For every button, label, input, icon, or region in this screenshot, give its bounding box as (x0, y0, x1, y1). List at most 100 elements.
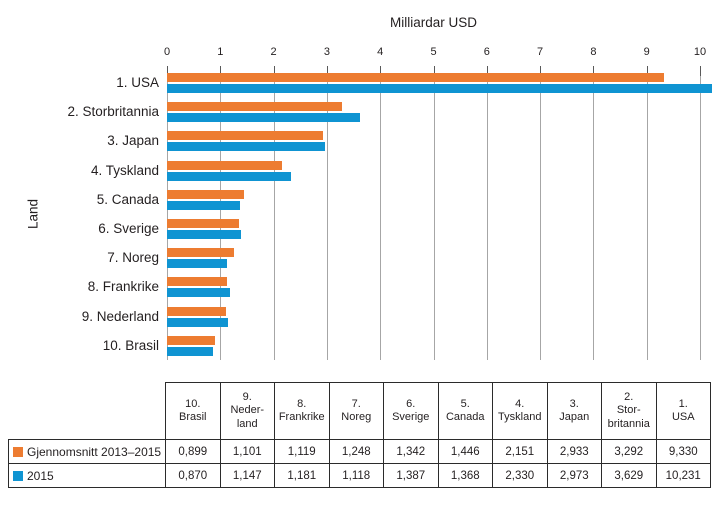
bar-2015 (167, 317, 229, 327)
table-header-cell: 6. Sverige (383, 382, 439, 440)
tick-mark (380, 66, 382, 76)
table-header-cell: 10. Brasil (165, 382, 221, 440)
category-label: 3. Japan (107, 133, 159, 149)
table-value-cell: 1,118 (328, 463, 384, 488)
tick-mark (326, 66, 328, 76)
gridline (540, 66, 542, 360)
legend-swatch (13, 470, 23, 481)
tick-mark (540, 66, 542, 76)
table-value-cell: 2,973 (546, 463, 602, 488)
chart-title: Milliardar USD (389, 15, 477, 30)
table-value-cell: 2,933 (546, 439, 602, 464)
bar-gjennomsnitt-2013-2015 (167, 219, 239, 228)
x-tick-label: 2 (270, 46, 277, 58)
tick-mark (273, 66, 275, 76)
x-tick-label: 7 (537, 46, 544, 58)
table-value-cell: 1,342 (383, 439, 439, 464)
table-header-cell: 2. Stor- britannia (601, 382, 657, 440)
table-value-cell: 0,870 (165, 463, 221, 488)
bar-gjennomsnitt-2013-2015 (167, 189, 245, 199)
x-tick-label: 1 (217, 46, 224, 58)
x-tick-label: 9 (643, 46, 650, 58)
category-label: 7. Noreg (107, 250, 159, 266)
gridline (646, 66, 648, 360)
series-label-cell: 2015 (8, 463, 166, 488)
gridline (486, 66, 488, 360)
table-value-cell: 3,629 (601, 463, 657, 488)
x-tick-label: 6 (483, 46, 490, 58)
table-value-cell: 1,368 (437, 463, 493, 488)
bar-gjennomsnitt-2013-2015 (167, 306, 226, 316)
table-header-cell: 9. Neder- land (219, 382, 275, 440)
table-value-cell: 2,151 (492, 439, 548, 464)
table-value-cell: 3,292 (601, 439, 657, 464)
table-value-cell: 1,181 (274, 463, 330, 488)
tick-mark (220, 66, 222, 76)
table-header-cell: 4. Tyskland (492, 382, 548, 440)
gridline (433, 66, 435, 360)
gridline (700, 66, 701, 360)
bar-2015 (167, 84, 713, 93)
table-value-cell: 10,231 (655, 463, 711, 488)
x-tick-label: 4 (377, 46, 384, 58)
gridline (593, 66, 595, 360)
table-row: Gjennomsnitt 2013–2015 0,899 1,101 1,119 1,2… (8, 439, 711, 464)
table-row: 2015 0,870 1,147 1,181 1,118 1,387 1,368 2,330 2… (8, 463, 711, 488)
table-header-cell: 7. Noreg (328, 382, 384, 440)
bar-gjennomsnitt-2013-2015 (167, 131, 324, 141)
bar-gjennomsnitt-2013-2015 (167, 335, 215, 345)
tick-mark (593, 66, 595, 76)
bar-2015 (167, 259, 227, 269)
bar-2015 (167, 288, 230, 298)
bar-2015 (167, 200, 240, 210)
table-header-cell: 5. Canada (437, 382, 493, 440)
gridline (167, 66, 168, 360)
table-value-cell: 9,330 (655, 439, 711, 464)
table-value-cell: 1,387 (383, 463, 439, 488)
bar-gjennomsnitt-2013-2015 (167, 277, 227, 287)
series-label-cell: Gjennomsnitt 2013–2015 (8, 439, 166, 464)
gridline (326, 66, 328, 360)
bar-2015 (167, 346, 214, 356)
table-value-cell: 1,446 (437, 439, 493, 464)
x-tick-label: 3 (323, 46, 330, 58)
legend-swatch (13, 446, 23, 457)
tick-mark (167, 66, 168, 76)
tick-mark (433, 66, 435, 76)
table-value-cell: 1,119 (274, 439, 330, 464)
table-header-cell: 8. Frankrike (274, 382, 330, 440)
category-label: 1. USA (116, 75, 159, 90)
table-value-cell: 2,330 (492, 463, 548, 488)
bar-2015 (167, 113, 361, 123)
bar-gjennomsnitt-2013-2015 (167, 73, 665, 82)
gridline (220, 66, 222, 360)
bar-2015 (167, 230, 241, 239)
category-label: 10. Brasil (102, 337, 159, 353)
table-header-cell: 3. Japan (546, 382, 602, 440)
category-label: 4. Tyskland (90, 162, 159, 178)
category-label: 8. Frankrike (87, 279, 159, 295)
table-value-cell: 1,147 (219, 463, 275, 488)
data-table: 10. Brasil 9. Neder- land 8. Frankrike 7. N… (8, 382, 711, 488)
table-value-cell: 1,101 (219, 439, 275, 464)
bar-2015 (167, 142, 326, 152)
tick-mark (700, 66, 701, 76)
tick-mark (486, 66, 488, 76)
bar-2015 (167, 171, 292, 181)
category-label: 6. Sverige (98, 221, 159, 236)
table-value-cell: 1,248 (328, 439, 384, 464)
table-corner-cell (9, 383, 166, 440)
x-tick-label: 5 (430, 46, 437, 58)
table-header-cell: 1. USA (655, 382, 711, 440)
category-label: 5. Canada (96, 191, 159, 207)
x-tick-label: 10 (693, 46, 707, 58)
category-label: 2. Storbritannia (67, 104, 159, 120)
x-tick-label: 8 (590, 46, 597, 58)
table-value-cell: 0,899 (165, 439, 221, 464)
gridline (273, 66, 275, 360)
bar-chart: Milliardar USD Land 0 1 2 3 4 5 6 7 8 9 10 1. USA 2.… (26, 15, 713, 360)
gridline (380, 66, 382, 360)
category-label: 9. Nederland (81, 308, 159, 324)
bar-gjennomsnitt-2013-2015 (167, 160, 282, 170)
